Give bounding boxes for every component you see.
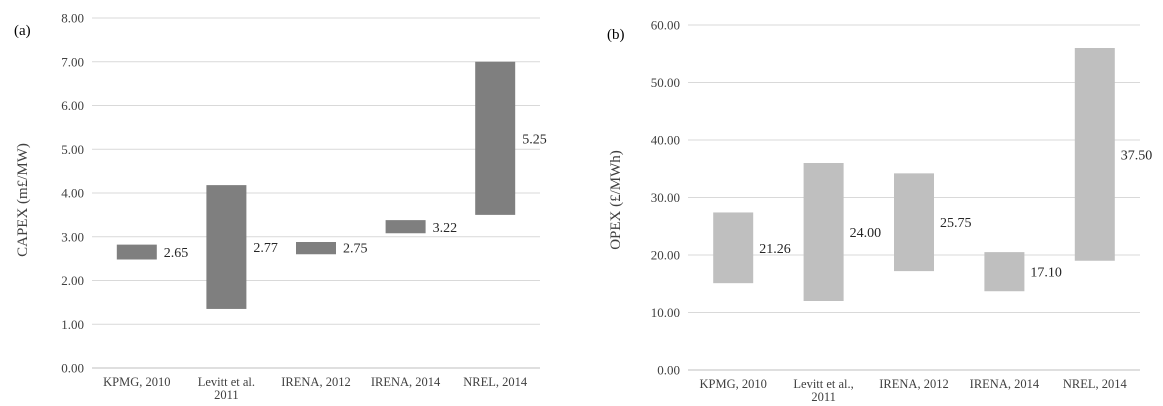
bars-a: 2.65 2.77 2.75 3.22 5.25	[116, 61, 547, 309]
chart-panel-b: (b) OPEX (£/MWh) 0.00 10.00 20.00 30.00 40.0…	[607, 18, 1152, 405]
data-label: 2.65	[164, 246, 189, 261]
y-tick-label: 6.00	[61, 98, 84, 113]
panel-label-a: (a)	[14, 23, 31, 39]
x-tick-label: IRENA, 2012	[879, 377, 948, 391]
y-tick-label: 3.00	[61, 229, 84, 244]
x-tick-label: Levitt et al. 2011	[198, 375, 255, 402]
x-tick-label: KPMG, 2010	[700, 377, 767, 391]
data-label: 21.26	[759, 242, 791, 257]
panel-label-b: (b)	[607, 27, 625, 43]
x-ticks-a: KPMG, 2010 Levitt et al. 2011 IRENA, 2012 IR…	[103, 375, 528, 402]
range-bar	[296, 242, 336, 255]
chart-panel-a: (a) CAPEX (m£/MW) 0.00 1.00 2.00 3.00 4.00 5.…	[14, 11, 547, 403]
x-tick-label: IRENA, 2014	[371, 375, 441, 389]
y-tick-label: 1.00	[61, 317, 84, 332]
x-tick-label: IRENA, 2012	[281, 375, 350, 389]
range-bar	[385, 220, 426, 234]
data-label: 3.22	[433, 221, 458, 236]
data-label: 5.25	[522, 132, 547, 147]
y-tick-label: 0.00	[657, 363, 680, 378]
y-tick-label: 20.00	[651, 248, 680, 263]
bars-b: 21.26 24.00 25.75 17.10 37.50	[713, 48, 1152, 301]
y-tick-label: 5.00	[61, 142, 84, 157]
y-tick-label: 50.00	[651, 75, 680, 90]
y-ticks-a: 0.00 1.00 2.00 3.00 4.00 5.00 6.00 7.00 8.00	[61, 11, 84, 376]
y-tick-label: 4.00	[61, 186, 84, 201]
y-tick-label: 0.00	[61, 361, 84, 376]
y-tick-label: 8.00	[61, 11, 84, 26]
range-bar	[894, 173, 934, 272]
x-ticks-b: KPMG, 2010 Levitt et al., 2011 IRENA, 2012 I…	[700, 377, 1128, 404]
range-bar	[1074, 48, 1115, 261]
y-axis-label-b: OPEX (£/MWh)	[608, 150, 624, 250]
data-label: 24.00	[850, 226, 882, 241]
data-label: 37.50	[1121, 148, 1153, 163]
y-ticks-b: 0.00 10.00 20.00 30.00 40.00 50.00 60.00	[651, 18, 680, 378]
grid-a	[92, 17, 540, 369]
data-label: 2.77	[253, 241, 278, 256]
range-bar	[984, 252, 1025, 292]
x-tick-label: KPMG, 2010	[103, 375, 170, 389]
y-tick-label: 7.00	[61, 54, 84, 69]
range-bar	[713, 212, 754, 284]
y-tick-label: 2.00	[61, 273, 84, 288]
data-label: 17.10	[1030, 266, 1062, 281]
y-tick-label: 30.00	[651, 190, 680, 205]
range-bar	[116, 244, 157, 260]
y-tick-label: 60.00	[651, 18, 680, 33]
range-bar	[475, 61, 516, 215]
x-tick-label: NREL, 2014	[1063, 377, 1128, 391]
data-label: 25.75	[940, 216, 972, 231]
y-axis-label-a: CAPEX (m£/MW)	[15, 143, 31, 257]
data-label: 2.75	[343, 242, 368, 257]
y-tick-label: 10.00	[651, 305, 680, 320]
y-tick-label: 40.00	[651, 133, 680, 148]
x-tick-label: NREL, 2014	[463, 375, 528, 389]
range-bar	[206, 185, 247, 309]
range-bar	[803, 163, 844, 301]
x-tick-label: IRENA, 2014	[970, 377, 1040, 391]
x-tick-label: Levitt et al., 2011	[793, 377, 853, 404]
